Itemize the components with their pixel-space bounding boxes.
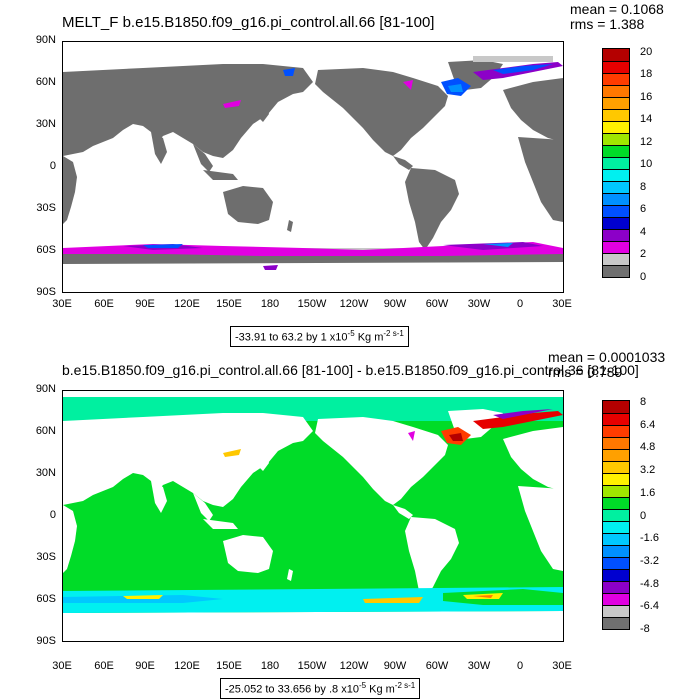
panel1-map bbox=[62, 41, 564, 293]
panel1-lat-label: 30N bbox=[35, 118, 56, 130]
panel2-lon-label: 0 bbox=[516, 660, 524, 672]
panel2-lon-label: 120E bbox=[174, 660, 200, 672]
panel2-lon-label: 150W bbox=[297, 660, 327, 672]
panel1-colorbar-label: 4 bbox=[640, 226, 647, 238]
panel2-colorbar-label: 0 bbox=[640, 510, 647, 522]
panel2-mean: mean = 0.0001033 bbox=[548, 349, 666, 365]
panel2-colorbar-label: 1.6 bbox=[640, 487, 656, 499]
panel2-lat-label: 60S bbox=[36, 593, 56, 605]
panel2-lat-label: 90S bbox=[36, 635, 56, 647]
panel2-range-label: -25.052 to 33.656 by .8 x10-5 Kg m-2 s-1 bbox=[220, 678, 421, 699]
panel2-lat-label: 30N bbox=[35, 467, 56, 479]
panel2-lon-label: 60W bbox=[425, 660, 449, 672]
panel2-colorbar-label: -4.8 bbox=[640, 578, 659, 590]
panel2-lat-label: 30S bbox=[36, 551, 56, 563]
panel1-lat-label: 90N bbox=[35, 34, 56, 46]
panel2-colorbar-label: 8 bbox=[640, 396, 647, 408]
panel2-colorbar-label: -8 bbox=[640, 623, 650, 635]
panel2-lon-label: 90E bbox=[135, 660, 155, 672]
panel1-lon-label: 30E bbox=[52, 298, 72, 310]
panel1-lon-label: 90E bbox=[135, 298, 155, 310]
panel2-lon-label: 150E bbox=[216, 660, 242, 672]
panel1-lat-label: 0 bbox=[49, 160, 56, 172]
panel1-colorbar-label: 0 bbox=[640, 271, 647, 283]
panel1-lat-label: 30S bbox=[36, 202, 56, 214]
panel1-colorbar-label: 12 bbox=[640, 136, 653, 148]
panel1-rms: rms = 1.388 bbox=[570, 16, 645, 32]
panel2-lon-label: 30E bbox=[552, 660, 572, 672]
panel2-colorbar-label: 6.4 bbox=[640, 419, 656, 431]
panel1-lon-label: 150E bbox=[216, 298, 242, 310]
panel2-lat-label: 90N bbox=[35, 383, 56, 395]
panel1-lon-label: 180 bbox=[260, 298, 280, 310]
panel1-range-label: -33.91 to 63.2 by 1 x10-5 Kg m-2 s-1 bbox=[230, 326, 409, 347]
panel2-lon-label: 60E bbox=[94, 660, 114, 672]
panel2-title: b.e15.B1850.f09_g16.pi_control.all.66 [8… bbox=[62, 362, 639, 378]
panel1-lat-label: 60S bbox=[36, 244, 56, 256]
panel1-colorbar-label: 2 bbox=[640, 248, 647, 260]
panel2-colorbar-label: 3.2 bbox=[640, 464, 656, 476]
panel1-colorbar-label: 20 bbox=[640, 46, 653, 58]
panel2-lat-label: 60N bbox=[35, 425, 56, 437]
panel2-colorbar-label: 4.8 bbox=[640, 441, 656, 453]
panel1-lat-label: 60N bbox=[35, 76, 56, 88]
panel1-lon-label: 60E bbox=[94, 298, 114, 310]
panel1-lon-label: 60W bbox=[425, 298, 449, 310]
panel1-lon-label: 120W bbox=[339, 298, 369, 310]
panel2-colorbar-label: -6.4 bbox=[640, 600, 659, 612]
panel1-title: MELT_F b.e15.B1850.f09_g16.pi_control.al… bbox=[62, 14, 435, 31]
panel1-colorbar-label: 6 bbox=[640, 203, 647, 215]
panel1-colorbar-label: 14 bbox=[640, 113, 653, 125]
panel2-colorbar-label: -1.6 bbox=[640, 532, 659, 544]
panel2-lon-label: 90W bbox=[383, 660, 407, 672]
panel2-lon-label: 30E bbox=[52, 660, 72, 672]
panel1-colorbar bbox=[602, 48, 630, 278]
panel1-lon-label: 30E bbox=[552, 298, 572, 310]
panel2-colorbar bbox=[602, 400, 630, 630]
panel2-lon-label: 120W bbox=[339, 660, 369, 672]
panel1-lon-label: 150W bbox=[297, 298, 327, 310]
panel1-colorbar-label: 8 bbox=[640, 181, 647, 193]
panel1-lon-label: 90W bbox=[383, 298, 407, 310]
panel2-lon-label: 30W bbox=[467, 660, 491, 672]
panel2-colorbar-label: -3.2 bbox=[640, 555, 659, 567]
panel1-mean: mean = 0.1068 bbox=[570, 1, 664, 17]
panel2-rms: rms = 0.789 bbox=[548, 364, 623, 380]
panel1-lat-label: 90S bbox=[36, 286, 56, 298]
panel1-colorbar-label: 10 bbox=[640, 158, 653, 170]
panel2-map bbox=[62, 390, 564, 642]
panel2-lat-label: 0 bbox=[49, 509, 56, 521]
panel1-colorbar-label: 16 bbox=[640, 91, 653, 103]
panel1-lon-label: 30W bbox=[467, 298, 491, 310]
panel1-lon-label: 0 bbox=[516, 298, 524, 310]
panel2-lon-label: 180 bbox=[260, 660, 280, 672]
panel1-colorbar-label: 18 bbox=[640, 68, 653, 80]
panel1-lon-label: 120E bbox=[174, 298, 200, 310]
